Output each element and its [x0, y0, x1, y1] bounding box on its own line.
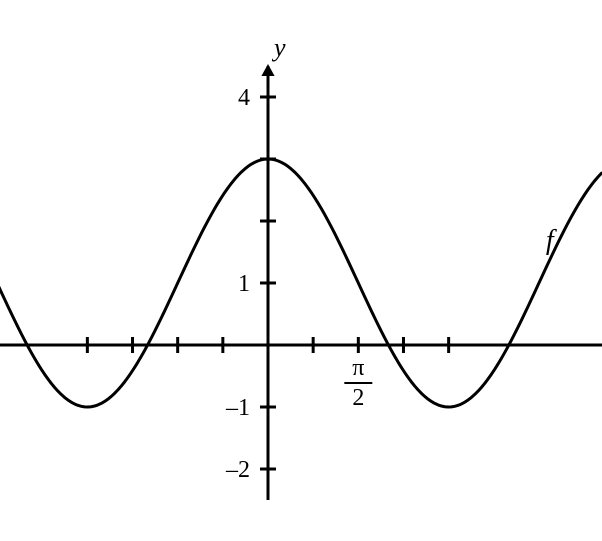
y-axis-label: y	[271, 33, 286, 62]
fraction-numerator: π	[352, 355, 364, 381]
fraction-denominator: 2	[352, 385, 364, 411]
y-tick-label: 1	[238, 271, 250, 297]
x-tick-label-pi-over-2: π2	[344, 355, 372, 411]
function-plot: π2–2–114yxf	[0, 0, 602, 541]
y-tick-label: –2	[225, 457, 250, 483]
y-tick-label: 4	[238, 85, 250, 111]
axis-arrow	[261, 64, 274, 76]
curve-f	[0, 159, 602, 407]
y-tick-label: –1	[225, 395, 250, 421]
